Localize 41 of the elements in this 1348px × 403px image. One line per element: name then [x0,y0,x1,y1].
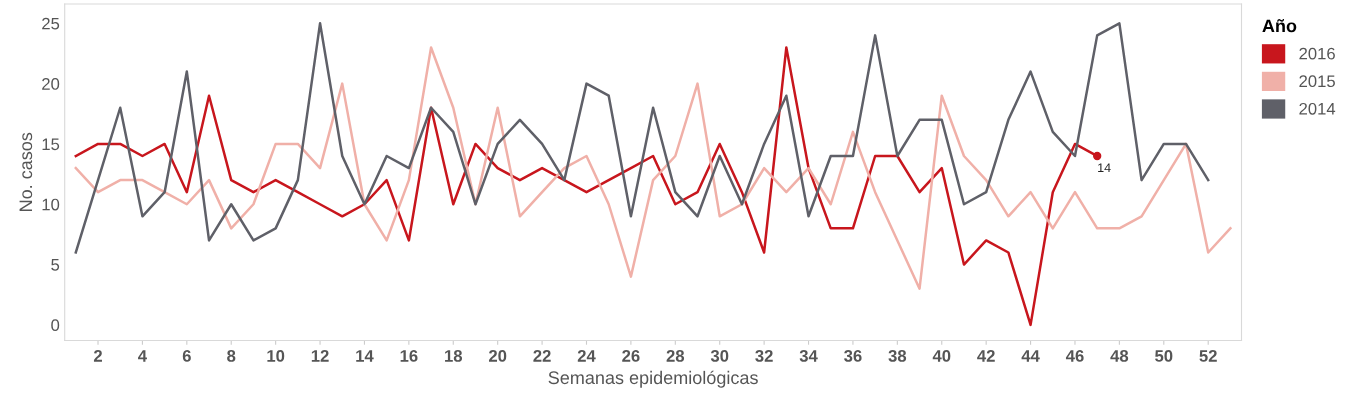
x-tick-label: 4 [138,350,147,362]
x-tick-label: 26 [622,350,640,362]
x-tick-label: 50 [1155,350,1173,362]
x-tick-label: 48 [1110,350,1129,362]
y-tick-label: 10 [42,198,60,211]
x-tick-label: 8 [227,350,236,362]
y-tick-label: 25 [42,17,60,30]
x-axis-title: Semanas epidemiológicas [548,370,758,388]
legend-label: 2015 [1299,75,1335,88]
x-tick-label: 38 [888,350,907,362]
y-tick-label: 15 [42,138,60,151]
x-tick-label: 52 [1199,350,1217,362]
legend-title: Año [1262,19,1297,33]
y-tick-label: 5 [51,259,60,271]
x-tick-label: 28 [666,350,685,362]
line-series [74,22,1210,254]
x-tick-label: 10 [267,350,285,362]
x-tick-label: 40 [932,350,951,362]
x-tick-label: 18 [445,350,463,362]
y-tick-label: 0 [51,319,60,332]
x-tick-label: 6 [182,350,191,362]
x-tick-label: 20 [488,350,507,362]
x-tick-label: 34 [799,350,818,362]
x-tick-label: 32 [755,350,773,362]
x-tick-label: 46 [1065,350,1084,362]
y-tick-label: 20 [42,78,60,90]
annotation: 14 [1098,163,1111,172]
x-tick-label: 12 [311,350,329,362]
x-tick-label: 42 [977,350,995,362]
x-tick-label: 16 [400,350,418,362]
x-tick-label: 24 [577,350,596,362]
x-tick-label: 22 [533,350,551,362]
x-tick-label: 30 [710,350,729,362]
x-tick-label: 44 [1021,350,1040,362]
legend-label: 2014 [1299,102,1336,115]
x-tick-label: 2 [93,350,102,362]
legend-label: 2016 [1299,47,1335,60]
y-axis-title: No. casos [19,132,33,211]
line-series [74,46,1232,290]
x-tick-label: 36 [844,350,862,362]
x-tick-label: 14 [356,350,374,362]
